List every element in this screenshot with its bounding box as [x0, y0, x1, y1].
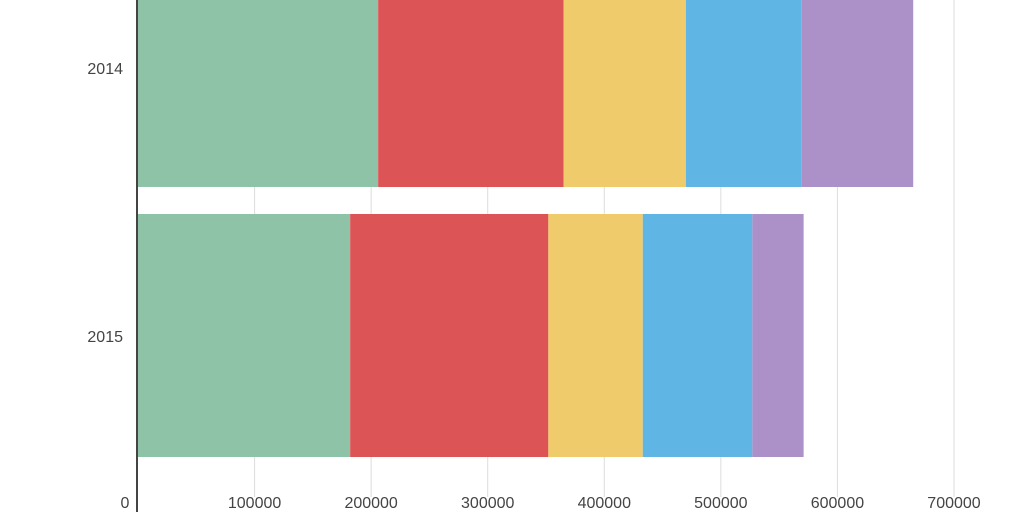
bar-2014-segment-5 — [801, 0, 914, 187]
category-label-2014: 2014 — [87, 61, 123, 78]
x-tick-labels: 0 100000 200000 300000 400000 500000 600000 700… — [121, 495, 981, 512]
bar-2015-segment-3 — [548, 214, 643, 457]
x-tick-label-400000: 400000 — [578, 495, 631, 512]
category-labels: 2014 2015 — [87, 61, 123, 346]
bar-2015-segment-1 — [138, 214, 351, 457]
bar-2014-segment-4 — [685, 0, 802, 187]
x-tick-label-0: 0 — [121, 495, 130, 512]
bar-2015-segment-4 — [642, 214, 753, 457]
bar-2014-segment-2 — [378, 0, 564, 187]
x-tick-label-500000: 500000 — [694, 495, 747, 512]
x-tick-label-300000: 300000 — [461, 495, 514, 512]
bar-2014-segment-3 — [563, 0, 686, 187]
x-tick-label-600000: 600000 — [811, 495, 864, 512]
bar-2015-segment-5 — [752, 214, 804, 457]
x-tick-label-700000: 700000 — [927, 495, 980, 512]
x-tick-label-100000: 100000 — [228, 495, 281, 512]
category-label-2015: 2015 — [87, 329, 123, 346]
bar-2014-segment-1 — [138, 0, 379, 187]
bar-2015-segment-2 — [350, 214, 549, 457]
bars — [138, 0, 914, 457]
x-tick-label-200000: 200000 — [344, 495, 397, 512]
